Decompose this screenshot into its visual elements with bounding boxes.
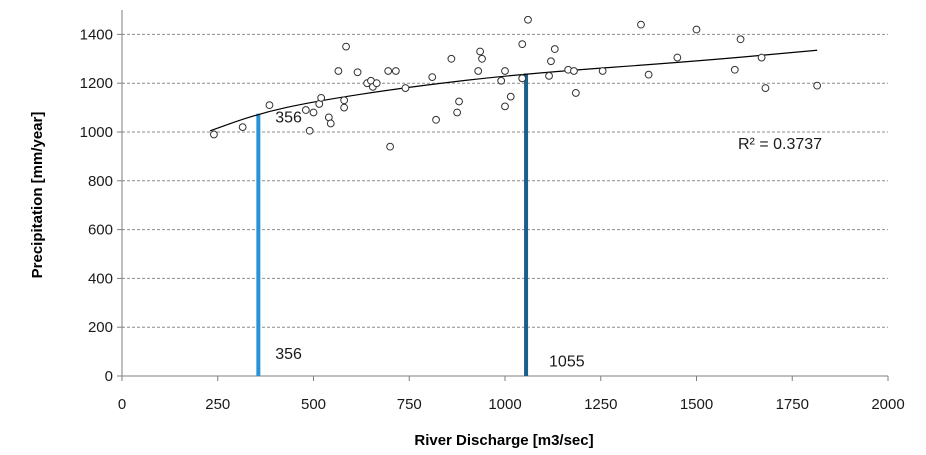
data-points: [210, 15, 822, 151]
tick-labels: 0 200 400 600 800 1000 1200 1400 0 250 500 750 1000 1…: [80, 26, 905, 413]
x-tick-label: 1750: [776, 396, 809, 413]
r-squared-label: R² = 0.3737: [738, 136, 822, 153]
data-point: [644, 70, 653, 79]
x-tick-label: 500: [301, 396, 326, 413]
data-point: [757, 53, 766, 62]
data-point: [547, 57, 555, 66]
x-tick-label: 750: [397, 396, 422, 413]
data-point: [428, 73, 437, 81]
data-point: [432, 115, 440, 124]
y-tick-label: 1400: [80, 26, 113, 43]
data-point: [353, 68, 362, 77]
data-point: [455, 97, 463, 106]
data-point: [386, 142, 395, 151]
data-point: [518, 74, 527, 83]
x-tick-label: 0: [118, 396, 126, 413]
data-point: [334, 67, 343, 75]
data-point: [571, 89, 580, 97]
y-tick-label: 800: [88, 173, 113, 190]
data-point: [447, 54, 456, 63]
data-point: [210, 130, 218, 139]
data-point: [391, 67, 400, 75]
data-point: [372, 79, 381, 88]
trendline: [209, 49, 818, 132]
data-point: [317, 93, 326, 102]
data-point: [265, 101, 274, 110]
x-tick-label: 2000: [871, 396, 904, 413]
x-tick-label: 250: [205, 396, 230, 413]
data-point: [570, 67, 578, 75]
data-point: [550, 45, 559, 53]
data-point: [478, 54, 486, 63]
axes: [121, 10, 888, 377]
data-point: [761, 84, 770, 92]
data-point: [476, 47, 485, 56]
y-axis-title: Precipitation [mm/year]: [29, 112, 46, 279]
annotation-label: 1055: [549, 353, 585, 370]
y-tick-label: 0: [105, 368, 113, 385]
data-point: [474, 67, 483, 75]
data-point: [340, 103, 349, 112]
data-point: [342, 42, 350, 51]
x-axis-title: River Discharge [m3/sec]: [414, 432, 593, 449]
y-tick-label: 1200: [80, 75, 113, 92]
reference-lines: [256, 73, 529, 376]
data-point: [524, 15, 532, 24]
data-point: [692, 25, 701, 34]
data-point: [453, 108, 462, 117]
annotations: 356 356 1055: [275, 109, 585, 370]
data-point: [501, 67, 509, 75]
data-point: [305, 126, 314, 135]
data-point: [813, 81, 822, 90]
x-tick-label: 1500: [680, 396, 713, 413]
y-tick-label: 600: [88, 222, 113, 239]
data-point: [545, 71, 553, 80]
data-point: [736, 35, 745, 44]
data-point: [506, 92, 515, 101]
x-tick-label: 1250: [584, 396, 617, 413]
y-tick-label: 200: [88, 319, 113, 336]
y-tick-label: 1000: [80, 124, 113, 141]
data-point: [730, 65, 739, 74]
data-point: [501, 102, 509, 111]
data-point: [598, 67, 607, 75]
data-point: [673, 53, 682, 62]
gridlines: [122, 33, 888, 328]
data-point: [401, 84, 410, 92]
trendline-curve: [209, 49, 818, 132]
data-point: [238, 123, 247, 132]
annotation-label: 356: [275, 346, 302, 363]
data-point: [326, 119, 335, 128]
x-tick-label: 1000: [488, 396, 521, 413]
annotation-label: 356: [275, 109, 302, 126]
y-tick-label: 400: [88, 270, 113, 287]
data-point: [384, 67, 393, 75]
data-point: [637, 20, 645, 29]
data-point: [301, 106, 310, 114]
data-point: [340, 96, 349, 105]
data-point: [497, 76, 506, 85]
data-point: [518, 40, 527, 49]
data-point: [309, 108, 318, 117]
